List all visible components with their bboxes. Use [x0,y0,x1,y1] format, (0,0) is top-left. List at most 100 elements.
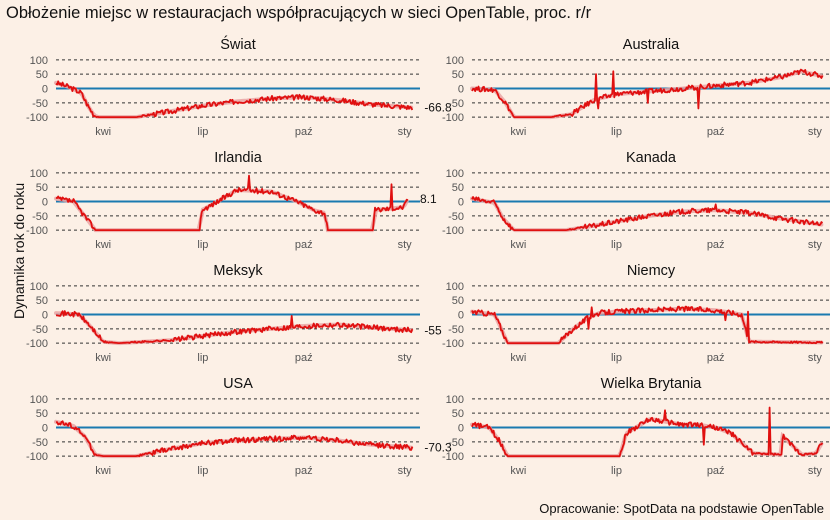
x-tick-label: lip [611,465,622,477]
panel-title: Wielka Brytania [601,376,703,392]
y-tick-label: -100 [442,225,464,237]
series-line [471,305,824,345]
end-value-label: 8.1 [420,192,437,206]
x-tick-label: sty [398,126,413,138]
end-value-label: -66.8 [424,101,452,115]
x-tick-label: paź [295,352,313,364]
end-value-label: -70.3 [424,441,452,455]
x-tick-label: paź [707,239,725,251]
x-tick-label: paź [707,465,725,477]
x-tick-label: kwi [510,239,526,251]
y-tick-label: 0 [458,197,464,209]
y-tick-label: -100 [442,338,464,350]
x-tick-label: lip [197,352,208,364]
y-tick-label: 100 [30,281,48,293]
trend-line [54,311,414,346]
y-tick-label: -50 [448,211,464,223]
end-value-label: -55 [424,323,442,337]
x-tick-label: kwi [95,352,111,364]
y-tick-label: -100 [26,225,48,237]
y-tick-label: -100 [26,451,48,463]
y-tick-label: -100 [442,112,464,124]
x-tick-label: sty [398,352,413,364]
y-tick-label: 100 [30,168,48,180]
y-tick-label: 50 [452,69,464,81]
y-tick-label: -50 [32,98,48,110]
x-tick-label: lip [197,465,208,477]
y-tick-label: 0 [42,310,48,322]
y-tick-label: -50 [32,437,48,449]
y-tick-label: 50 [36,182,48,194]
y-tick-label: 0 [42,197,48,209]
y-tick-label: 100 [30,55,48,67]
series-line [471,196,824,231]
y-tick-label: 50 [36,295,48,307]
y-tick-label: -100 [26,338,48,350]
chart-title: Obłożenie miejsc w restauracjach współpr… [6,4,592,22]
x-tick-label: lip [611,352,622,364]
panel-title: USA [223,376,253,392]
x-tick-label: kwi [95,239,111,251]
y-tick-label: 100 [30,394,48,406]
x-tick-label: lip [611,126,622,138]
x-tick-label: sty [808,465,823,477]
y-tick-label: 100 [446,168,464,180]
panel-title: Meksyk [213,263,263,279]
x-tick-label: lip [197,239,208,251]
x-tick-label: kwi [510,126,526,138]
x-tick-label: sty [808,352,823,364]
x-tick-label: kwi [510,352,526,364]
panel-irlandia: Irlandia 100 50 0 -50 -100 kwi lip paź sty 8.1 [26,150,437,251]
y-tick-label: -100 [442,451,464,463]
y-tick-label: 0 [458,423,464,435]
panel-title: Świat [220,35,255,53]
panel-title: Kanada [626,150,677,166]
x-tick-label: kwi [95,126,111,138]
x-tick-label: kwi [95,465,111,477]
source-caption: Opracowanie: SpotData na podstawie OpenT… [539,501,824,516]
y-tick-label: 50 [452,408,464,420]
y-tick-label: 50 [36,408,48,420]
panel-meksyk: Meksyk 100 50 0 -50 -100 kwi lip paź sty -55 [26,263,442,364]
x-tick-label: paź [707,352,725,364]
y-tick-label: -50 [32,211,48,223]
panel-wielka-brytania: Wielka Brytania 100 50 0 -50 -100 kwi lip paź sty… [442,376,830,477]
y-tick-label: 100 [446,55,464,67]
y-tick-label: 50 [452,182,464,194]
series-line [55,420,414,458]
series-line [56,310,414,344]
y-tick-label: 50 [452,295,464,307]
x-tick-label: sty [398,239,413,251]
x-tick-label: lip [197,126,208,138]
x-tick-label: sty [808,239,823,251]
y-tick-label: -50 [448,98,464,110]
series-line [55,174,409,231]
y-tick-label: 100 [446,281,464,293]
y-tick-label: 0 [458,310,464,322]
x-tick-label: kwi [510,465,526,477]
panel-świat: Świat 100 50 0 -50 -100 kwi lip paź sty -66.8 [26,35,452,138]
x-tick-label: sty [398,465,413,477]
panel-title: Irlandia [214,150,262,166]
y-tick-label: 0 [42,84,48,96]
panel-usa: USA 100 50 0 -50 -100 kwi lip paź sty -70.3 [26,376,452,477]
y-tick-label: 100 [446,394,464,406]
y-tick-label: -50 [32,324,48,336]
y-tick-label: -50 [448,324,464,336]
panel-title: Niemcy [627,263,676,279]
x-tick-label: lip [611,239,622,251]
x-tick-label: paź [295,126,313,138]
y-tick-label: -100 [26,112,48,124]
x-tick-label: sty [808,126,823,138]
series-line [471,406,824,457]
x-tick-label: paź [295,465,313,477]
trend-line [470,196,824,233]
panel-title: Australia [623,37,680,53]
y-tick-label: 50 [36,69,48,81]
y-tick-label: 0 [458,84,464,96]
y-tick-label: -50 [448,437,464,449]
series-line [471,68,824,118]
